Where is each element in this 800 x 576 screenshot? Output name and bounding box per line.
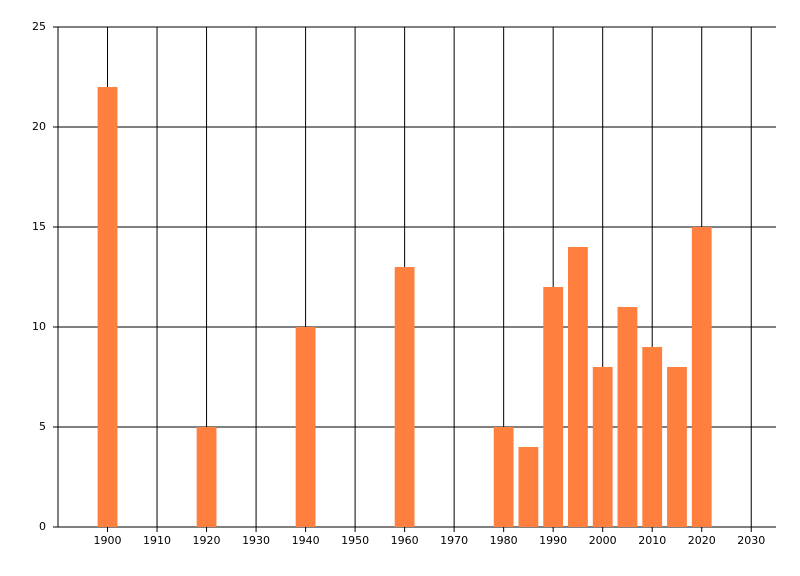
y-tick-label: 20 xyxy=(32,120,46,133)
bar xyxy=(667,367,687,527)
y-tick-label: 25 xyxy=(32,20,46,33)
bar xyxy=(592,367,613,527)
bar xyxy=(394,267,415,527)
x-tick-label: 2000 xyxy=(589,534,617,547)
x-tick-label: 1940 xyxy=(292,534,320,547)
x-tick-label: 1930 xyxy=(242,534,270,547)
x-tick-label: 1980 xyxy=(490,534,518,547)
bar xyxy=(543,287,564,527)
x-tick-label: 1950 xyxy=(341,534,369,547)
bar xyxy=(295,327,316,527)
x-tick-label: 1960 xyxy=(391,534,419,547)
y-tick-label: 15 xyxy=(32,220,46,233)
bar xyxy=(617,307,638,527)
y-tick-label: 5 xyxy=(39,420,46,433)
y-tick-label: 10 xyxy=(32,320,46,333)
x-tick-label: 2010 xyxy=(638,534,666,547)
bar xyxy=(97,87,118,527)
x-tick-label: 1910 xyxy=(143,534,171,547)
x-tick-label: 1900 xyxy=(94,534,122,547)
y-tick-label: 0 xyxy=(39,520,46,533)
bar xyxy=(691,227,712,527)
bar xyxy=(196,427,217,527)
x-tick-label: 1920 xyxy=(193,534,221,547)
bar xyxy=(568,247,588,527)
bar xyxy=(493,427,514,527)
x-tick-label: 1990 xyxy=(539,534,567,547)
x-tick-label: 2030 xyxy=(737,534,765,547)
x-tick-label: 1970 xyxy=(440,534,468,547)
bar xyxy=(518,447,539,527)
bar xyxy=(642,347,663,527)
x-tick-label: 2020 xyxy=(688,534,716,547)
